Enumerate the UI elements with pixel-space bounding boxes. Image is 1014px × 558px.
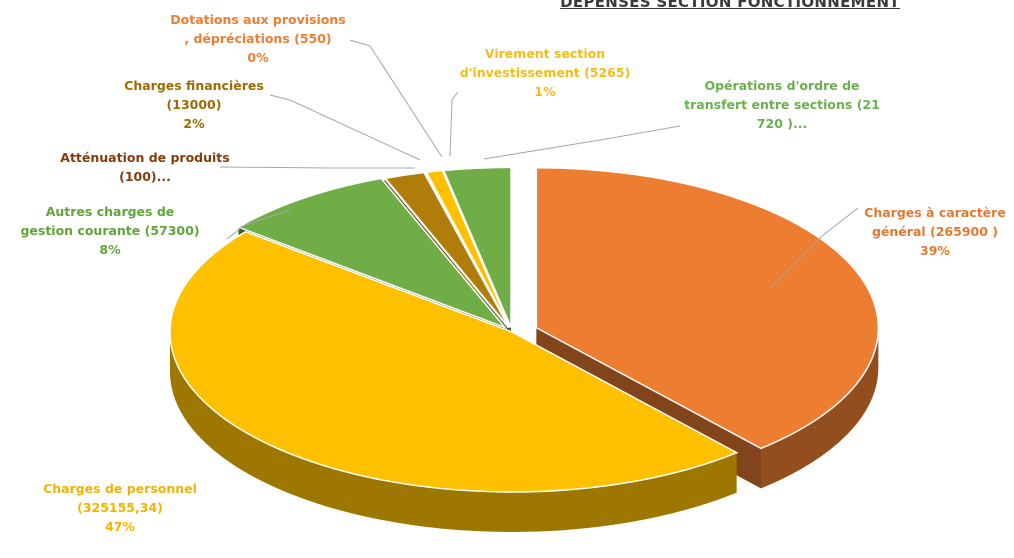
label-operations-line1: Opérations d'ordre de [704, 78, 860, 93]
leader-line-operations [483, 125, 681, 160]
pie-slice-virement-section-d-investissement [425, 169, 511, 328]
leader-line-dotations [349, 39, 443, 158]
label-charges-generales: Charges à caractère général (265900 ) 39… [856, 203, 1014, 260]
label-dotations: Dotations aux provisions , dépréciations… [158, 10, 358, 67]
leader-line-virement [449, 91, 459, 157]
label-charges-personnel: Charges de personnel (325155,34) 47% [30, 479, 210, 536]
label-dotations-line1: Dotations aux provisions [170, 12, 346, 27]
label-charges-financieres-line2: (13000) [166, 97, 222, 112]
pie-side-charges-de-personnel [170, 332, 737, 533]
label-autres-charges-line3: 8% [99, 242, 121, 257]
label-operations-line3: 720 )... [756, 116, 808, 131]
label-autres-charges-line1: Autres charges de [45, 204, 175, 219]
label-operations: Opérations d'ordre de transfert entre se… [672, 76, 892, 133]
label-charges-generales-line3: 39% [920, 243, 950, 258]
label-virement: Virement section d'investissement (5265)… [450, 44, 640, 101]
pie-tops [169, 166, 880, 493]
leader-line-autres-charges [226, 209, 291, 240]
label-virement-line2: d'investissement (5265) [459, 65, 631, 80]
label-dotations-line3: 0% [247, 50, 269, 65]
label-charges-generales-line2: général (265900 ) [871, 224, 998, 239]
label-charges-generales-line1: Charges à caractère [864, 205, 1006, 220]
label-operations-line2: transfert entre sections (21 [684, 97, 880, 112]
leader-line-attenuation [219, 166, 415, 169]
label-attenuation: Atténuation de produits (100)... [60, 148, 230, 186]
label-charges-personnel-line1: Charges de personnel [43, 481, 197, 496]
label-autres-charges: Autres charges de gestion courante (5730… [0, 202, 220, 259]
label-autres-charges-line2: gestion courante (57300) [20, 223, 200, 238]
label-charges-financieres: Charges financières (13000) 2% [114, 76, 274, 133]
leader-line-charges-financieres [269, 94, 421, 161]
leader-lines [219, 39, 859, 289]
pie-side-charges-a-caractere-general [761, 327, 879, 489]
pie-slice-operations-d-ordre-de-transfert-entre-sections [442, 166, 512, 328]
chart-title: DEPENSES SECTION FONCTIONNEMENT [560, 0, 900, 11]
label-charges-financieres-line3: 2% [183, 116, 205, 131]
pie-slice-charges-a-caractere-general [535, 166, 880, 450]
label-dotations-line2: , dépréciations (550) [184, 31, 332, 46]
label-attenuation-line2: (100)... [119, 169, 171, 184]
label-charges-personnel-line2: (325155,34) [77, 500, 163, 515]
leader-line-charges-generales [769, 207, 859, 289]
label-charges-personnel-line3: 47% [105, 519, 135, 534]
label-attenuation-line1: Atténuation de produits [60, 150, 230, 165]
label-charges-financieres-line1: Charges financières [124, 78, 264, 93]
pie-slice-autres-charges-de-gestion-courante [236, 177, 508, 330]
label-virement-line3: 1% [534, 84, 556, 99]
label-virement-line1: Virement section [484, 46, 606, 61]
pie-slice-charges-de-personnel [169, 230, 739, 493]
